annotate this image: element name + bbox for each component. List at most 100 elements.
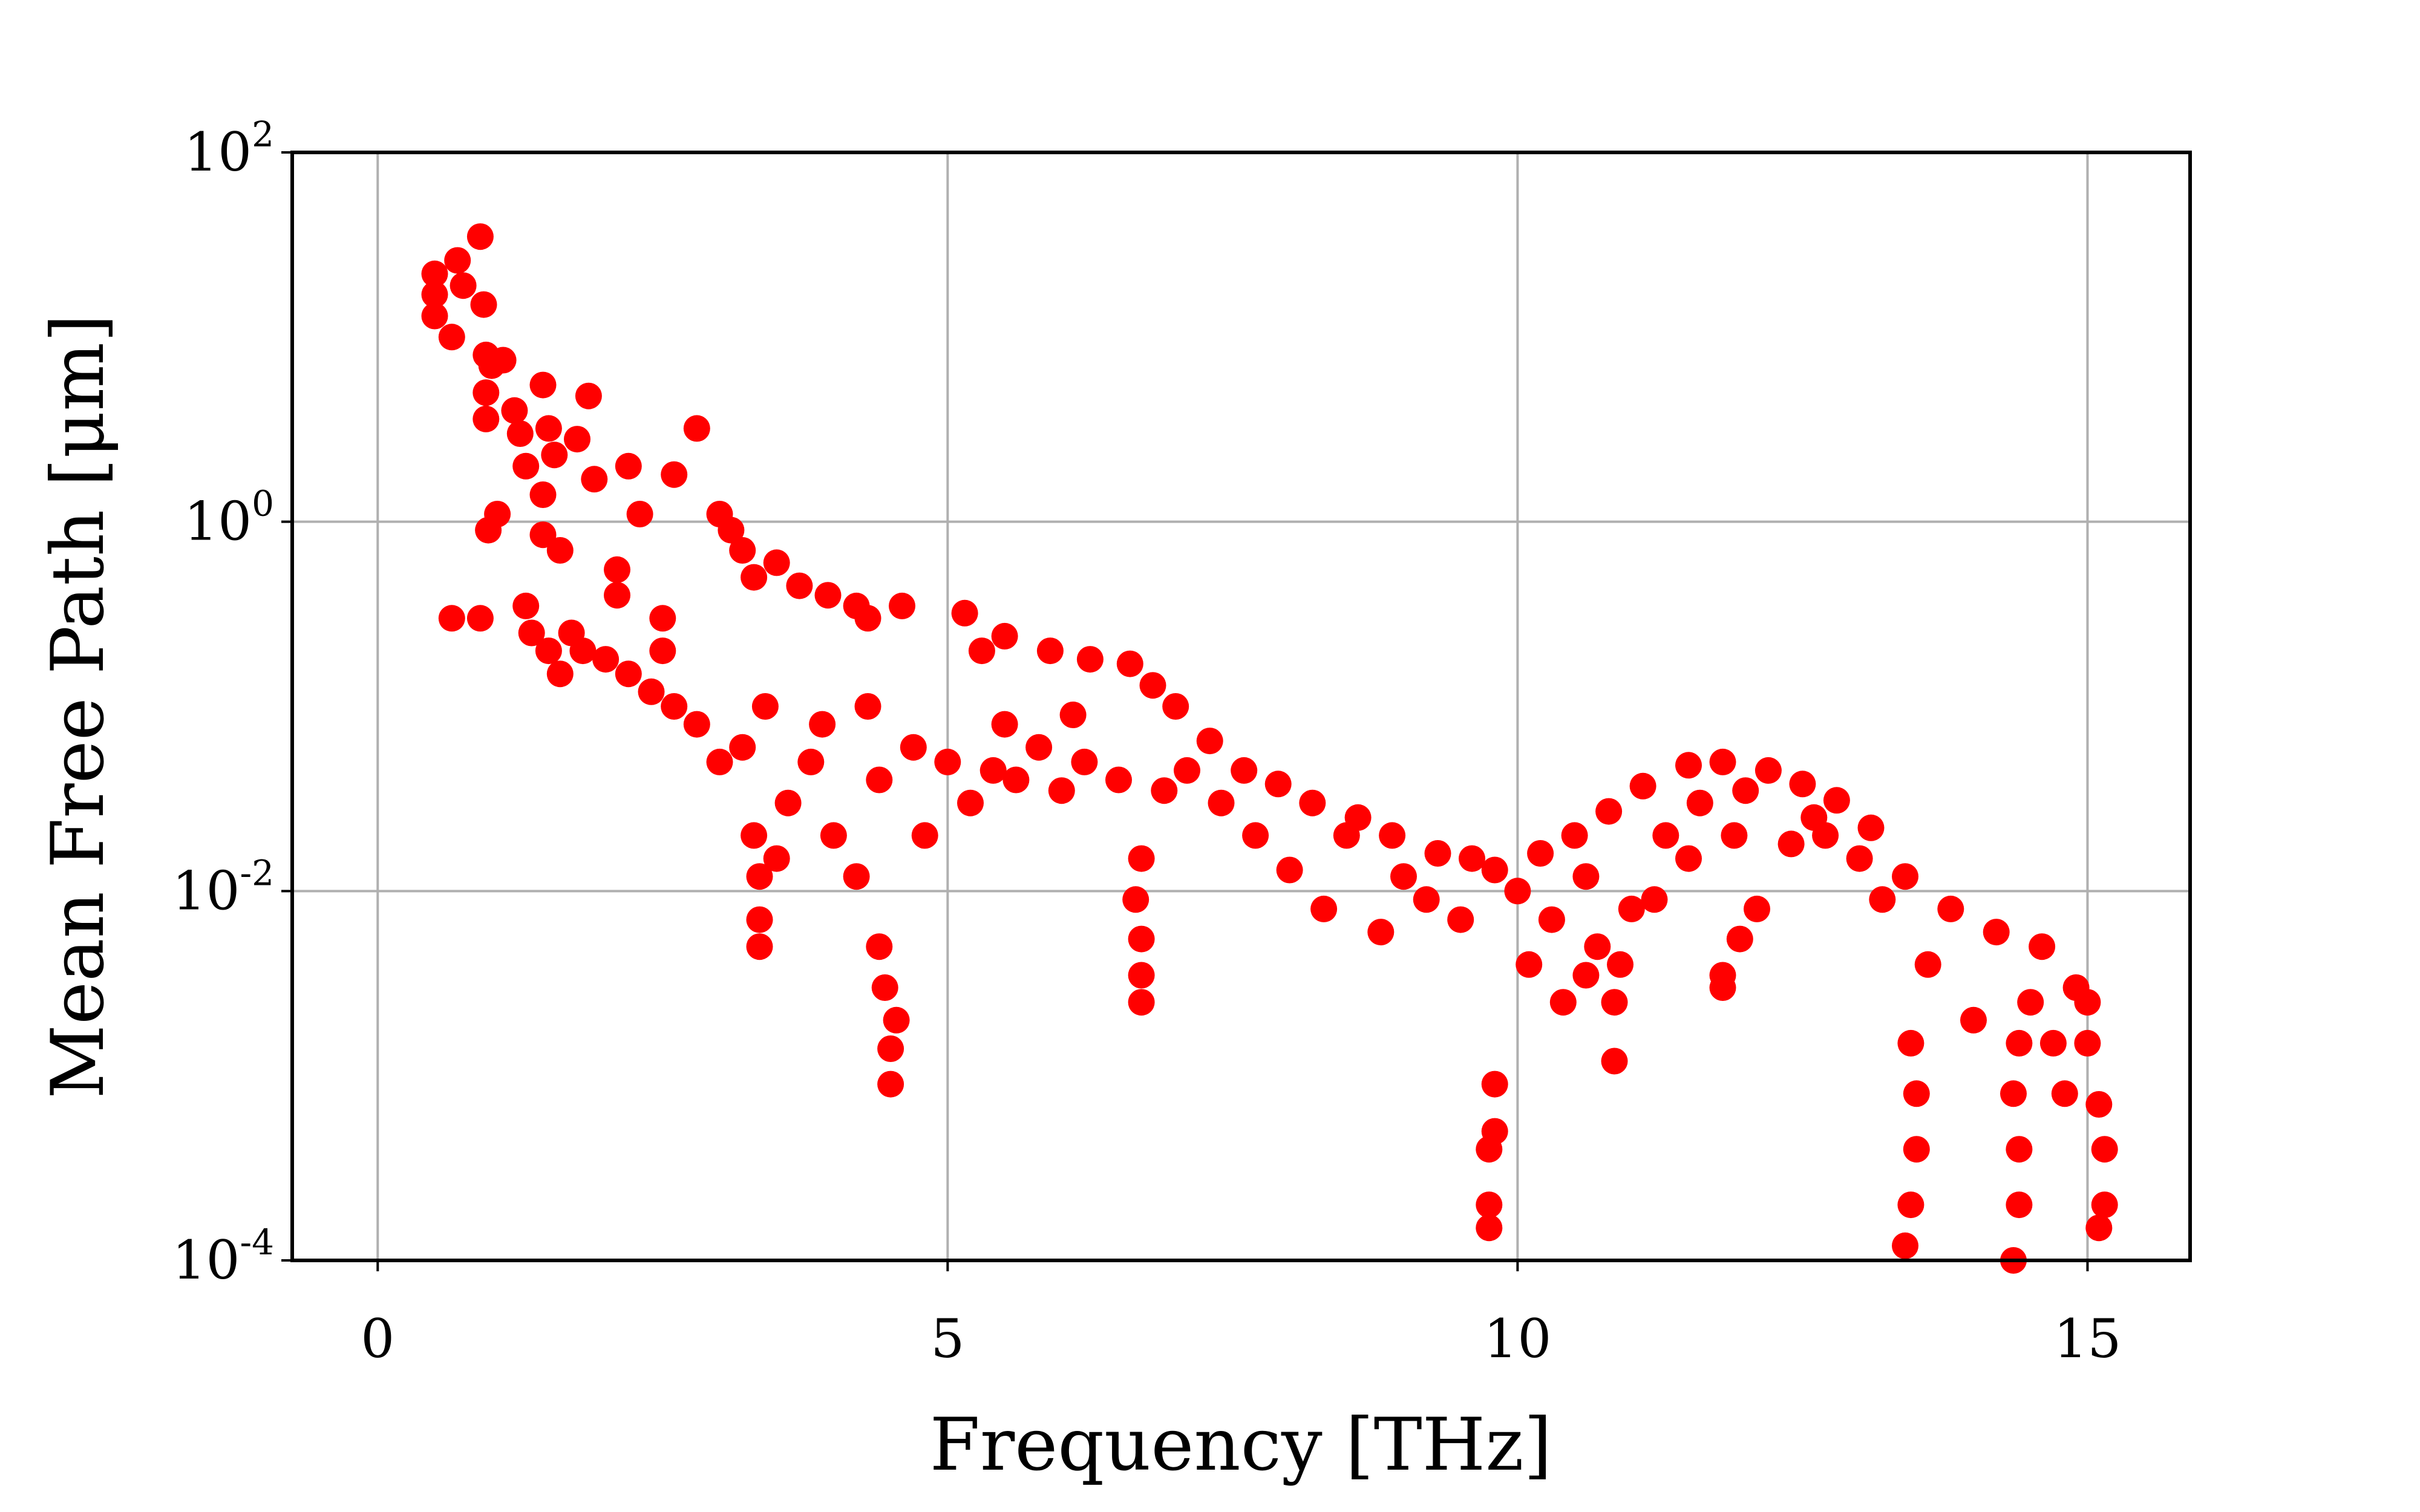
data-point <box>518 619 545 647</box>
data-point <box>1516 951 1543 978</box>
data-point <box>1892 863 1918 890</box>
data-point <box>2074 989 2101 1016</box>
data-point <box>877 1070 904 1098</box>
data-point <box>649 637 676 665</box>
data-point <box>2085 1214 2113 1242</box>
data-point <box>421 302 448 330</box>
data-point <box>466 223 494 250</box>
data-point <box>786 572 813 599</box>
data-point <box>2000 1080 2027 1107</box>
data-point <box>1897 1191 1925 1219</box>
data-point <box>1242 822 1269 849</box>
data-point <box>1174 757 1200 784</box>
data-point <box>979 757 1007 784</box>
data-point <box>1527 840 1554 867</box>
data-point <box>1846 845 1873 872</box>
y-tick-base: 10 <box>172 1229 240 1291</box>
data-point <box>883 1006 910 1034</box>
data-point <box>751 693 779 720</box>
data-point <box>1059 702 1087 728</box>
data-point <box>661 461 688 488</box>
data-point <box>1549 989 1577 1016</box>
data-point <box>1379 822 1406 849</box>
data-point <box>506 420 534 447</box>
data-point <box>604 556 630 583</box>
data-point <box>2085 1091 2113 1118</box>
data-point <box>1476 1214 1503 1242</box>
y-tick-label: 10-2 <box>172 852 274 922</box>
data-point <box>1139 672 1166 699</box>
data-point <box>1601 1048 1628 1075</box>
data-point <box>581 466 608 493</box>
data-point <box>535 415 562 442</box>
data-point <box>2006 1191 2033 1219</box>
data-point <box>501 397 528 424</box>
data-point <box>1208 789 1235 816</box>
data-point <box>1128 925 1155 953</box>
data-point <box>729 537 756 564</box>
data-point <box>1481 1118 1508 1145</box>
data-point <box>991 711 1018 738</box>
data-point <box>649 605 676 632</box>
data-point <box>814 582 842 609</box>
data-point <box>529 481 557 508</box>
data-point <box>2091 1191 2118 1219</box>
data-point <box>729 734 756 761</box>
data-point <box>968 637 995 665</box>
data-point <box>934 748 961 775</box>
data-point <box>1595 798 1623 825</box>
data-point <box>746 863 773 890</box>
data-point <box>1618 895 1645 922</box>
data-point <box>1367 919 1395 946</box>
x-tick-label: 5 <box>930 1308 964 1370</box>
data-point <box>546 537 574 564</box>
data-point <box>438 324 465 351</box>
data-point <box>1709 974 1736 1001</box>
y-tick-base: 10 <box>184 490 252 553</box>
data-point <box>1686 789 1713 816</box>
data-point <box>1744 895 1770 922</box>
data-point <box>615 660 642 688</box>
data-point <box>741 564 768 591</box>
x-tick-label: 10 <box>1483 1308 1551 1370</box>
data-point <box>1960 1006 1987 1034</box>
data-point <box>1025 734 1053 761</box>
data-point <box>1641 886 1668 913</box>
data-point <box>2006 1029 2033 1057</box>
data-point <box>2074 1029 2101 1057</box>
data-point <box>541 442 568 469</box>
data-point <box>1333 822 1360 849</box>
data-point <box>706 501 733 527</box>
y-tick-label: 102 <box>184 114 274 183</box>
data-point <box>1721 822 1748 849</box>
data-point <box>1128 989 1155 1016</box>
data-point <box>957 789 984 816</box>
data-point <box>1983 919 2010 946</box>
data-point <box>1390 863 1417 890</box>
data-point <box>615 452 642 480</box>
data-point <box>763 845 790 872</box>
data-point <box>951 599 978 627</box>
data-point <box>1561 822 1588 849</box>
data-point <box>1264 771 1292 798</box>
data-point <box>512 592 540 619</box>
data-point <box>444 247 471 274</box>
data-point <box>1754 757 1782 784</box>
data-point <box>1151 777 1178 804</box>
data-point <box>489 347 517 374</box>
data-point <box>871 974 898 1001</box>
data-point <box>683 711 710 738</box>
data-point <box>683 415 710 442</box>
data-point <box>1076 646 1104 673</box>
data-point <box>1800 804 1828 831</box>
data-point <box>558 619 585 647</box>
data-point <box>1732 777 1759 804</box>
data-point <box>1652 822 1679 849</box>
data-point <box>473 405 500 432</box>
data-point <box>741 822 768 849</box>
data-point <box>438 605 465 632</box>
data-point <box>746 933 773 960</box>
